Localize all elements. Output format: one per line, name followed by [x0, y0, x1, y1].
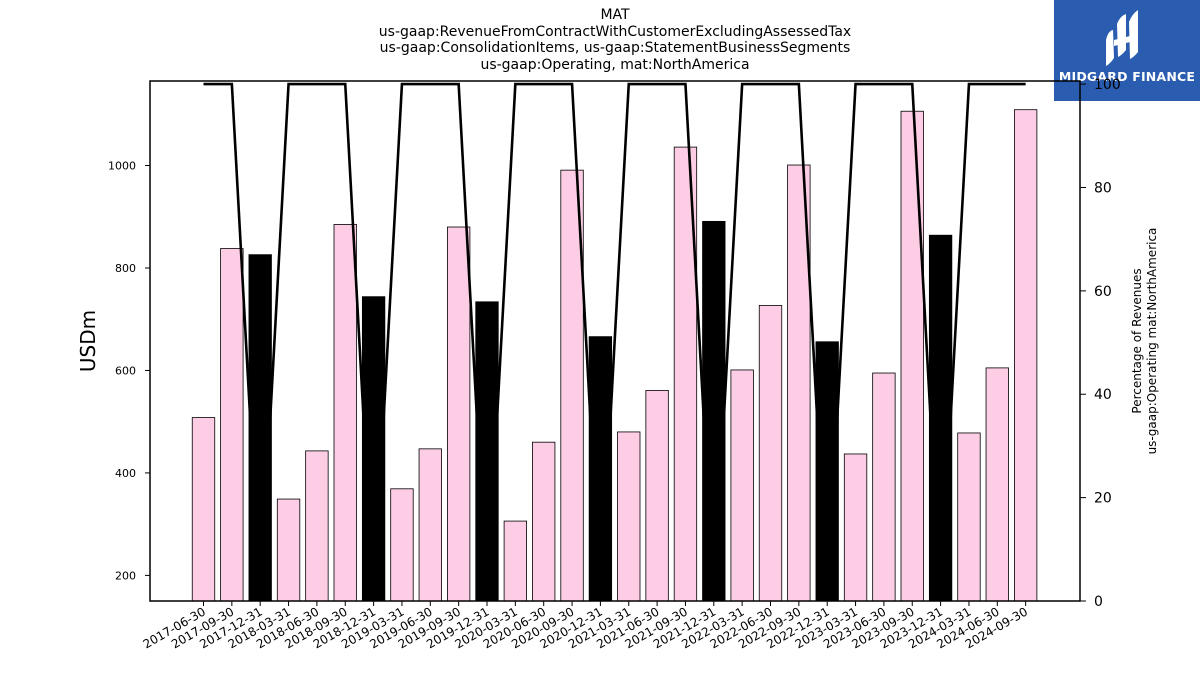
bar-2019-09-30: [446, 226, 471, 602]
brand-logo: MIDGARD FINANCE: [1054, 0, 1200, 101]
bar-2018-06-30: [305, 450, 329, 602]
plot-frame: [149, 80, 1081, 602]
y2-tick-label: 60: [1094, 284, 1112, 300]
bar-2019-03-31: [390, 488, 414, 602]
bar-2021-03-31: [617, 431, 641, 602]
chart-title-line-4: us-gaap:Operating, mat:NorthAmerica: [480, 56, 750, 73]
y2-tick-label: 100: [1094, 77, 1121, 93]
y-tick-label: 800: [115, 262, 136, 275]
bar-2020-03-31: [503, 520, 528, 602]
bar-2023-03-31: [843, 453, 868, 602]
bar-2023-09-30: [900, 110, 924, 602]
bar-2024-09-30: [1014, 109, 1038, 602]
y2-axis-label-line-2: us-gaap:Operating mat:NorthAmerica: [1145, 228, 1159, 455]
y2-tick-label: 40: [1094, 387, 1112, 403]
chart-title-line-1: MAT: [600, 7, 630, 23]
bar-2023-06-30: [872, 372, 896, 602]
y2-axis-label-line-1: Percentage of Revenues: [1130, 268, 1144, 413]
bar-2024-03-31: [957, 432, 981, 602]
y2-tick-label: 20: [1094, 491, 1112, 507]
bar-2018-09-30: [333, 224, 357, 602]
x-axis-ticks: 2017-06-302017-09-302017-12-312018-03-31…: [141, 601, 1030, 651]
bar-2021-06-30: [645, 390, 669, 602]
y-tick-label: 1000: [108, 160, 136, 173]
bar-2023-12-31: [928, 234, 953, 602]
bar-2017-06-30: [191, 417, 216, 602]
bar-2017-12-31: [248, 254, 272, 602]
chart-title-line-3: us-gaap:ConsolidationItems, us-gaap:Stat…: [379, 40, 851, 56]
bar-2020-06-30: [532, 441, 556, 602]
bar-2019-06-30: [418, 448, 442, 602]
bar-2017-09-30: [220, 248, 244, 602]
logo-mark-icon: [1106, 10, 1138, 66]
y-axis-label: USDm: [76, 310, 100, 372]
bar-2022-06-30: [758, 304, 783, 602]
chart-title-line-2: us-gaap:RevenueFromContractWithCustomerE…: [378, 23, 852, 40]
bar-2024-06-30: [985, 367, 1009, 602]
y-tick-label: 600: [115, 364, 136, 377]
percentage-line: [203, 82, 1026, 602]
y2-tick-label: 80: [1094, 180, 1112, 196]
bar-2021-12-31: [702, 220, 726, 602]
y-tick-label: 200: [115, 569, 136, 582]
y-axis-ticks: 200 400 600 800 1000: [108, 160, 150, 582]
logo-text: MIDGARD FINANCE: [1058, 69, 1196, 84]
bar-2022-03-31: [730, 369, 754, 602]
y2-axis-ticks: 0 20 40 60 80 100: [1080, 77, 1121, 610]
bar-2018-03-31: [276, 498, 301, 602]
y2-tick-label: 0: [1094, 594, 1103, 610]
y-tick-label: 400: [115, 467, 136, 480]
